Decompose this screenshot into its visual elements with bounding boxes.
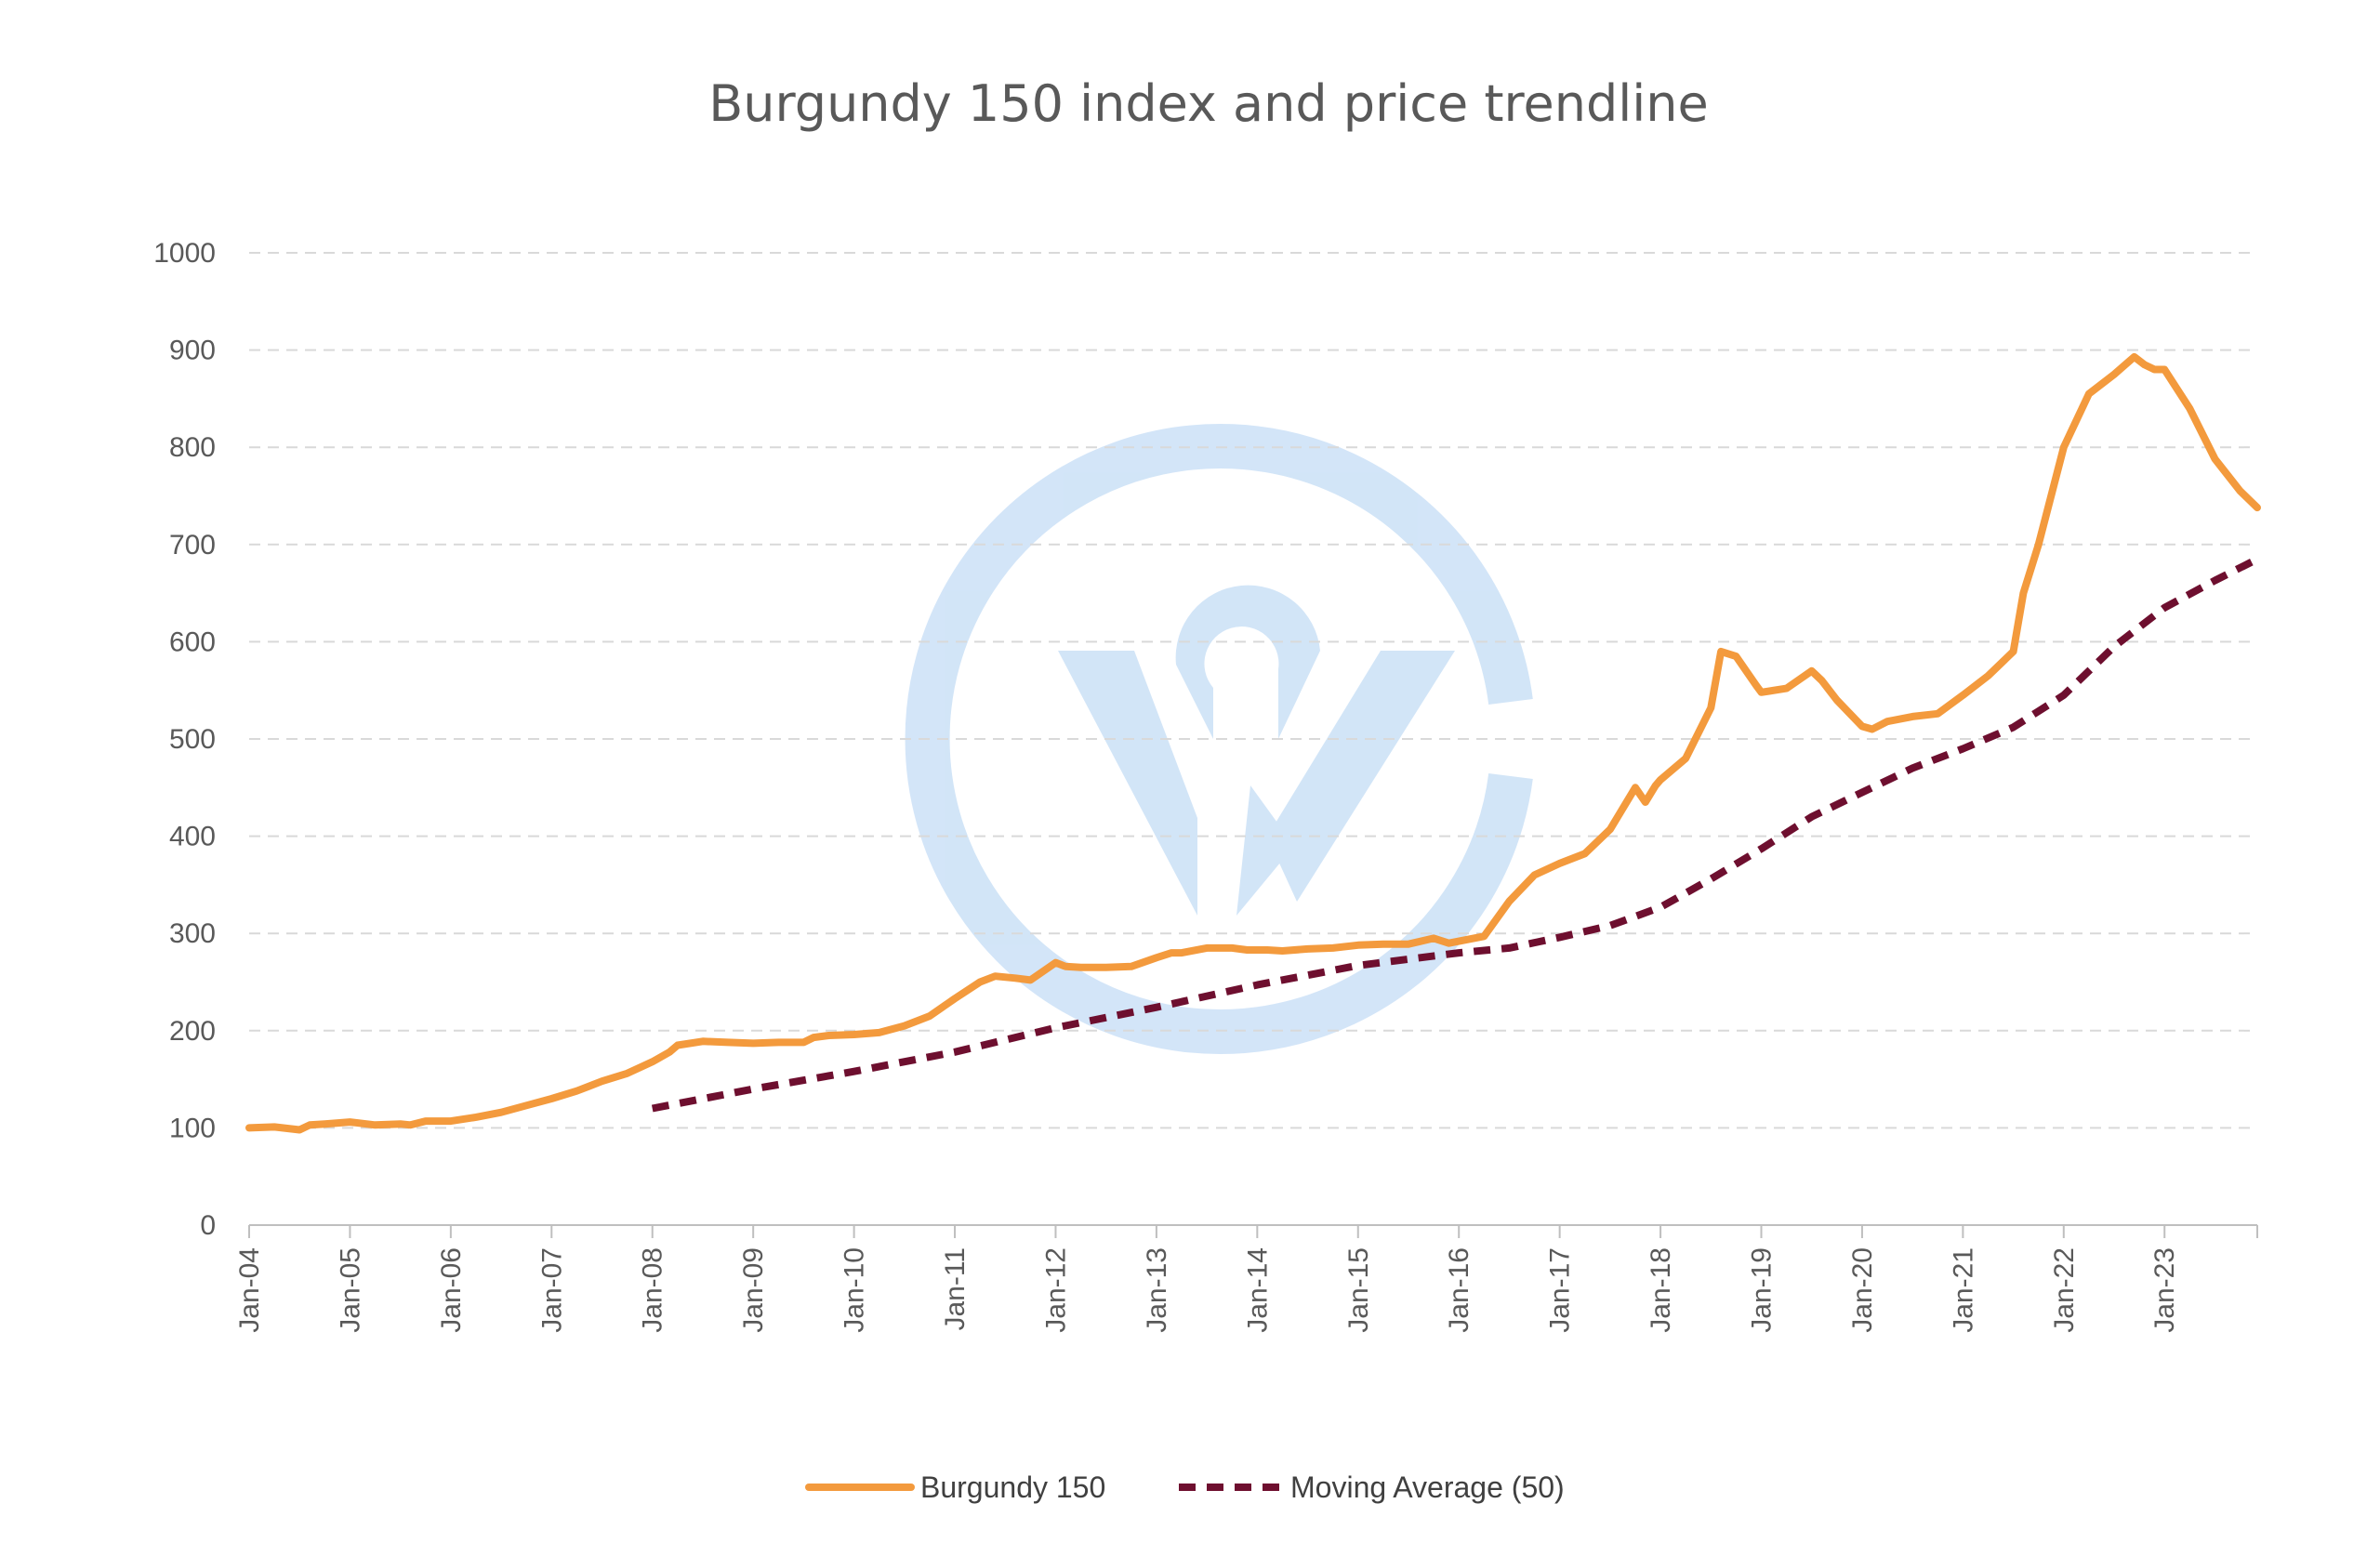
x-tick-label-Jan-13: Jan-13 (1142, 1247, 1172, 1333)
x-tick-label-Jan-16: Jan-16 (1444, 1247, 1474, 1333)
y-axis-tick-labels: 0 100 200 300 400 500 600 700 800 900 1000 (153, 238, 216, 1241)
legend-item-burgundy-150: Burgundy 150 (805, 1470, 1105, 1504)
x-tick-label-Jan-15: Jan-15 (1343, 1247, 1374, 1333)
y-tick-label-800: 800 (169, 432, 216, 463)
y-tick-label-200: 200 (169, 1016, 216, 1047)
legend-label-burgundy-150: Burgundy 150 (920, 1470, 1105, 1504)
y-tick-label-400: 400 (169, 822, 216, 852)
legend: Burgundy 150 Moving Average (50) (805, 1470, 1565, 1504)
x-tick-label-Jan-08: Jan-08 (638, 1247, 668, 1333)
y-tick-label-700: 700 (169, 530, 216, 560)
y-tick-label-900: 900 (169, 336, 216, 366)
x-tick-label-Jan-21: Jan-21 (1948, 1247, 1978, 1333)
x-tick-label-Jan-05: Jan-05 (335, 1247, 365, 1333)
y-tick-label-1000: 1000 (153, 238, 216, 269)
x-axis-ticks: Jan-04 Jan-05 Jan-06 Jan-07 Jan-08 Jan-09 Jan-… (234, 1225, 2258, 1333)
x-tick-label-Jan-12: Jan-12 (1040, 1247, 1071, 1333)
x-tick-label-Jan-09: Jan-09 (738, 1247, 769, 1333)
x-tick-label-Jan-10: Jan-10 (840, 1247, 870, 1333)
y-tick-label-300: 300 (169, 918, 216, 949)
series-layer (245, 352, 2261, 1134)
y-tick-label-600: 600 (169, 626, 216, 657)
gridlines (249, 252, 2257, 1129)
y-tick-label-0: 0 (200, 1210, 216, 1241)
y-tick-label-500: 500 (169, 724, 216, 755)
series-line-moving-average-50 (651, 555, 2259, 1113)
x-tick-label-Jan-14: Jan-14 (1242, 1247, 1273, 1333)
x-tick-label-Jan-11: Jan-11 (940, 1247, 971, 1331)
x-tick-label-Jan-06: Jan-06 (436, 1247, 467, 1333)
x-tick-label-Jan-04: Jan-04 (234, 1247, 265, 1333)
legend-item-moving-average: Moving Average (50) (1179, 1470, 1565, 1504)
x-tick-label-Jan-17: Jan-17 (1545, 1247, 1576, 1333)
x-tick-label-Jan-19: Jan-19 (1747, 1247, 1778, 1333)
x-tick-label-Jan-22: Jan-22 (2049, 1247, 2080, 1333)
x-tick-label-Jan-20: Jan-20 (1847, 1247, 1878, 1333)
chart-title: Burgundy 150 index and price trendline (708, 74, 1708, 133)
series-line-burgundy-150 (245, 352, 2261, 1134)
x-tick-label-Jan-23: Jan-23 (2149, 1247, 2180, 1333)
x-tick-label-Jan-07: Jan-07 (536, 1247, 567, 1333)
y-tick-label-100: 100 (169, 1113, 216, 1143)
legend-label-moving-average: Moving Average (50) (1290, 1470, 1565, 1504)
x-tick-label-Jan-18: Jan-18 (1646, 1247, 1676, 1333)
